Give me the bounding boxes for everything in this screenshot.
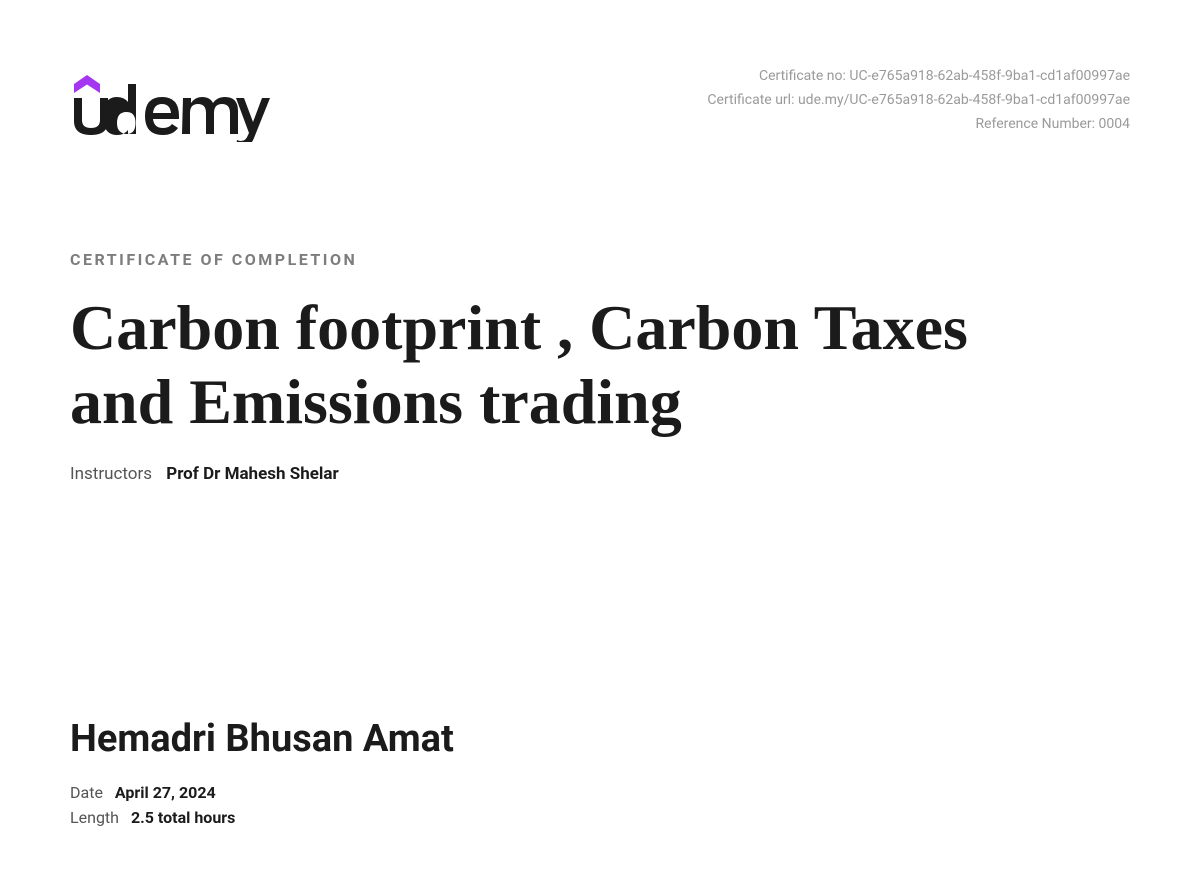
cert-no-label: Certificate no:: [759, 68, 846, 84]
date-row: Date April 27, 2024: [70, 783, 454, 802]
date-label: Date: [70, 783, 103, 802]
instructors-value: Prof Dr Mahesh Shelar: [166, 464, 338, 484]
instructors-label: Instructors: [70, 464, 152, 484]
cert-url-label: Certificate url:: [707, 92, 794, 108]
udemy-logo-icon: [70, 70, 270, 142]
length-row: Length 2.5 total hours: [70, 808, 454, 827]
recipient-block: Hemadri Bhusan Amat Date April 27, 2024 …: [70, 717, 454, 833]
cert-url-value: ude.my/UC-e765a918-62ab-458f-9ba1-cd1af0…: [798, 92, 1130, 108]
certificate-meta: Certificate no: UC-e765a918-62ab-458f-9b…: [707, 65, 1130, 136]
course-title: Carbon footprint , Carbon Taxes and Emis…: [70, 291, 1070, 438]
ref-row: Reference Number: 0004: [707, 113, 1130, 137]
length-value: 2.5 total hours: [131, 808, 235, 827]
cert-no-value: UC-e765a918-62ab-458f-9ba1-cd1af00997ae: [849, 68, 1130, 84]
cert-url-row: Certificate url: ude.my/UC-e765a918-62ab…: [707, 89, 1130, 113]
ref-value: 0004: [1099, 116, 1130, 132]
length-label: Length: [70, 808, 119, 827]
brand-logo: [70, 70, 270, 142]
date-value: April 27, 2024: [115, 783, 216, 802]
cert-no-row: Certificate no: UC-e765a918-62ab-458f-9b…: [707, 65, 1130, 89]
ref-label: Reference Number:: [975, 116, 1095, 132]
recipient-name: Hemadri Bhusan Amat: [70, 717, 454, 761]
instructors-row: Instructors Prof Dr Mahesh Shelar: [70, 464, 1130, 484]
certificate-label: CERTIFICATE OF COMPLETION: [70, 250, 1130, 269]
header-row: Certificate no: UC-e765a918-62ab-458f-9b…: [70, 70, 1130, 142]
